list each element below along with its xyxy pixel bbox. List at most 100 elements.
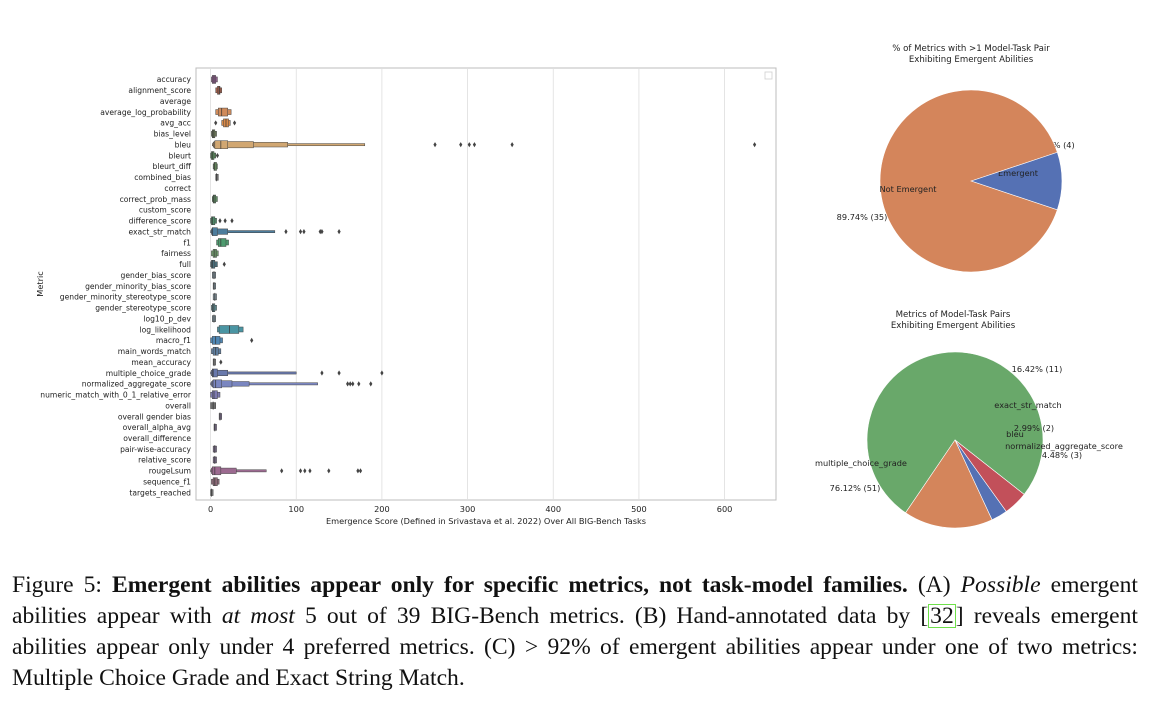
box-level xyxy=(218,325,240,334)
outlier-point xyxy=(230,218,234,224)
pie1-title-line2: Exhibiting Emergent Abilities xyxy=(909,55,1034,65)
caption-citation[interactable]: [32] xyxy=(920,603,963,629)
outlier-point xyxy=(337,229,341,235)
box-level xyxy=(214,140,228,149)
y-tick-main_words_match: main_words_match xyxy=(118,347,191,356)
y-tick-difference_score: difference_score xyxy=(129,217,192,226)
y-tick-custom_score: custom_score xyxy=(139,206,191,215)
y-tick-exact_str_match: exact_str_match xyxy=(128,227,191,236)
slice-pct-bleu: 2.99% (2) xyxy=(1014,423,1054,433)
outlier-point xyxy=(222,261,226,267)
outlier-point xyxy=(510,142,514,148)
y-tick-average: average xyxy=(160,97,191,106)
outlier-point xyxy=(218,218,222,224)
x-tick-400: 400 xyxy=(545,504,561,514)
outlier-point xyxy=(337,370,341,376)
box-level xyxy=(212,194,216,204)
box-level xyxy=(218,413,222,420)
slice-pct-normalized_aggregate_score: 4.48% (3) xyxy=(1042,450,1082,460)
box-level xyxy=(211,216,216,226)
outlier-point xyxy=(284,229,288,235)
boxen-gender_minority_bias_score xyxy=(212,282,216,290)
box-level xyxy=(211,228,228,235)
boxen-combined_bias xyxy=(215,173,219,182)
x-axis-label: Emergence Score (Defined in Srivastava e… xyxy=(326,516,646,526)
outlier-point xyxy=(308,468,312,474)
box-level xyxy=(210,489,214,496)
y-tick-macro_f1: macro_f1 xyxy=(156,336,191,345)
box-level xyxy=(212,466,222,476)
pie2-title-line2: Exhibiting Emergent Abilities xyxy=(891,321,1016,331)
box-level xyxy=(213,424,217,431)
y-tick-overall: overall xyxy=(165,401,191,410)
box-level xyxy=(212,379,222,389)
box-level xyxy=(217,86,221,95)
boxen-normalized_aggregate_score xyxy=(210,379,373,389)
box-level xyxy=(210,230,276,233)
outlier-point xyxy=(369,381,373,387)
y-tick-bleu: bleu xyxy=(175,140,192,149)
boxen-multiple_choice_grade xyxy=(210,368,384,378)
outlier-point xyxy=(250,337,254,343)
outlier-point xyxy=(219,359,223,365)
caption-text-2: 5 out of 39 BIG-Bench metrics. (B) Hand-… xyxy=(304,603,911,629)
box-level xyxy=(210,371,297,375)
y-tick-log_likelihood: log_likelihood xyxy=(139,325,191,334)
slice-label-bleu: bleu xyxy=(1006,429,1024,439)
y-tick-gender_bias_score: gender_bias_score xyxy=(121,271,192,280)
outlier-point xyxy=(356,468,360,474)
y-tick-multiple_choice_grade: multiple_choice_grade xyxy=(106,369,192,378)
y-tick-average_log_probability: average_log_probability xyxy=(100,108,191,117)
pie2-title-line1: Metrics of Model-Task Pairs xyxy=(896,310,1011,320)
y-tick-relative_score: relative_score xyxy=(138,456,191,465)
y-tick-combined_bias: combined_bias xyxy=(134,173,191,182)
y-tick-mean_accuracy: mean_accuracy xyxy=(131,358,191,367)
y-tick-numeric_match_with_0_1_relative_error: numeric_match_with_0_1_relative_error xyxy=(40,391,192,400)
y-tick-normalized_aggregate_score: normalized_aggregate_score xyxy=(82,380,192,389)
boxen-numeric_match_with_0_1_relative_error xyxy=(210,390,221,399)
caption-possible: Possible xyxy=(960,572,1041,598)
boxen-bleurt_diff xyxy=(212,162,218,171)
boxen-log10_p_dev xyxy=(212,314,216,323)
citation-link[interactable]: 32 xyxy=(928,603,956,629)
box-level xyxy=(213,141,254,149)
slice-label-Emergent: Emergent xyxy=(998,168,1039,178)
y-axis-label: Metric xyxy=(35,271,45,296)
y-tick-avg_acc: avg_acc xyxy=(160,119,191,128)
boxen-full xyxy=(210,260,226,269)
caption-part-a: (A) xyxy=(917,572,951,598)
cite-open: [ xyxy=(920,603,929,629)
boxen-sequence_f1 xyxy=(211,477,220,486)
pie1-title-line1: % of Metrics with >1 Model-Task Pair xyxy=(892,44,1050,54)
y-tick-overall_alpha_avg: overall_alpha_avg xyxy=(123,423,192,432)
y-tick-alignment_score: alignment_score xyxy=(128,86,191,95)
outlier-point xyxy=(459,142,463,148)
legend-box xyxy=(764,71,773,80)
outlier-point xyxy=(320,229,324,235)
boxen-relative_score xyxy=(212,455,217,464)
slice-pct-Not Emergent: 89.74% (35) xyxy=(837,212,888,222)
outlier-point xyxy=(752,142,757,148)
caption-text-4: of emergent abilities appear under one o… xyxy=(12,634,1138,691)
outlier-point xyxy=(223,218,227,224)
y-tick-full: full xyxy=(179,260,191,269)
y-tick-correct_prob_mass: correct_prob_mass xyxy=(120,195,191,204)
box-level xyxy=(212,303,216,312)
caption-text-1: emergent abilities appear with xyxy=(12,572,1138,629)
boxen-targets_reached xyxy=(210,488,214,497)
box-level xyxy=(211,260,216,269)
caption-gt: > xyxy=(524,634,539,660)
boxen-f1 xyxy=(216,238,229,247)
figure-caption: Figure 5: Emergent abilities appear only… xyxy=(12,570,1138,694)
boxen-pair-wise-accuracy xyxy=(212,445,217,454)
slice-label-normalized_aggregate_score: normalized_aggregate_score xyxy=(1005,441,1123,451)
outlier-point xyxy=(357,381,361,387)
caption-figure-label: Figure 5: xyxy=(12,572,102,598)
y-tick-accuracy: accuracy xyxy=(157,75,192,84)
box-level xyxy=(218,107,228,117)
gridlines xyxy=(210,68,725,500)
